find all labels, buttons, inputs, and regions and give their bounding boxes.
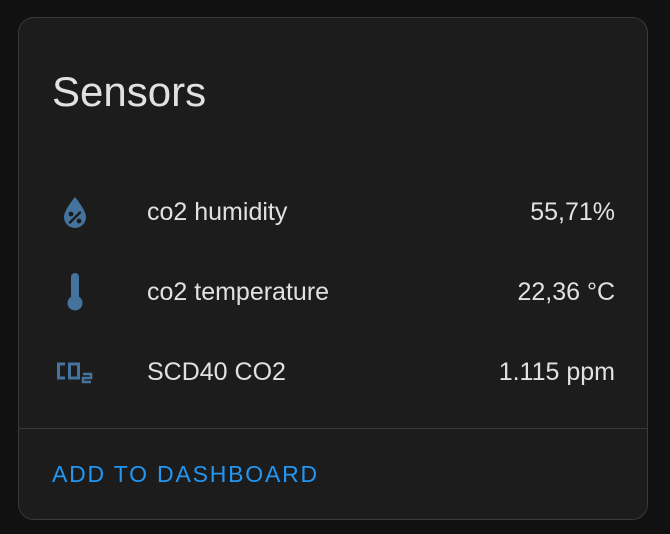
entity-row-temperature[interactable]: co2 temperature 22,36 °C [19,264,647,320]
entity-label: co2 humidity [147,198,288,226]
entity-value: 55,71% [530,198,615,226]
entity-row-co2[interactable]: SCD40 CO2 1.115 ppm [19,344,647,400]
entity-row-humidity[interactable]: co2 humidity 55,71% [19,184,647,240]
card-divider [19,428,647,429]
molecule-co2-icon [55,356,95,388]
sensors-card: Sensors co2 humidity 55,71% co2 temperat… [18,17,648,520]
entity-label: SCD40 CO2 [147,358,286,386]
add-to-dashboard-button[interactable]: ADD TO DASHBOARD [36,448,335,500]
card-title: Sensors [52,68,207,115]
entity-value: 22,36 °C [517,278,615,306]
thermometer-icon [55,273,95,311]
entity-label: co2 temperature [147,278,330,306]
water-percent-icon [55,196,95,228]
entity-value: 1.115 ppm [498,358,615,386]
